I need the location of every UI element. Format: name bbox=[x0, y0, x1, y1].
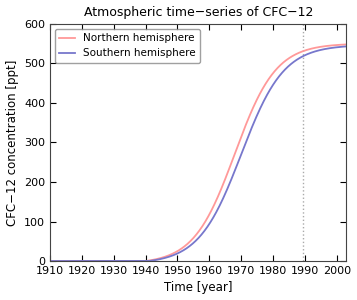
Southern hemisphere bbox=[246, 135, 250, 139]
Line: Southern hemisphere: Southern hemisphere bbox=[50, 46, 346, 261]
Legend: Northern hemisphere, Southern hemisphere: Northern hemisphere, Southern hemisphere bbox=[55, 29, 200, 63]
Southern hemisphere bbox=[124, 259, 129, 263]
Southern hemisphere bbox=[100, 259, 105, 263]
Northern hemisphere bbox=[246, 118, 250, 122]
Northern hemisphere bbox=[271, 71, 275, 75]
Northern hemisphere bbox=[124, 259, 129, 263]
Northern hemisphere bbox=[100, 259, 105, 263]
Northern hemisphere bbox=[48, 259, 52, 263]
Southern hemisphere bbox=[182, 248, 186, 252]
X-axis label: Time [year]: Time [year] bbox=[164, 281, 232, 294]
Northern hemisphere bbox=[182, 245, 186, 248]
Northern hemisphere bbox=[222, 178, 227, 182]
Southern hemisphere bbox=[271, 83, 275, 86]
Southern hemisphere bbox=[48, 259, 52, 263]
Southern hemisphere bbox=[344, 45, 348, 48]
Title: Atmospheric time−series of CFC−12: Atmospheric time−series of CFC−12 bbox=[84, 6, 313, 19]
Northern hemisphere bbox=[344, 43, 348, 46]
Southern hemisphere bbox=[222, 193, 227, 197]
Y-axis label: CFC−12 concentration [ppt]: CFC−12 concentration [ppt] bbox=[6, 59, 19, 226]
Line: Northern hemisphere: Northern hemisphere bbox=[50, 44, 346, 261]
